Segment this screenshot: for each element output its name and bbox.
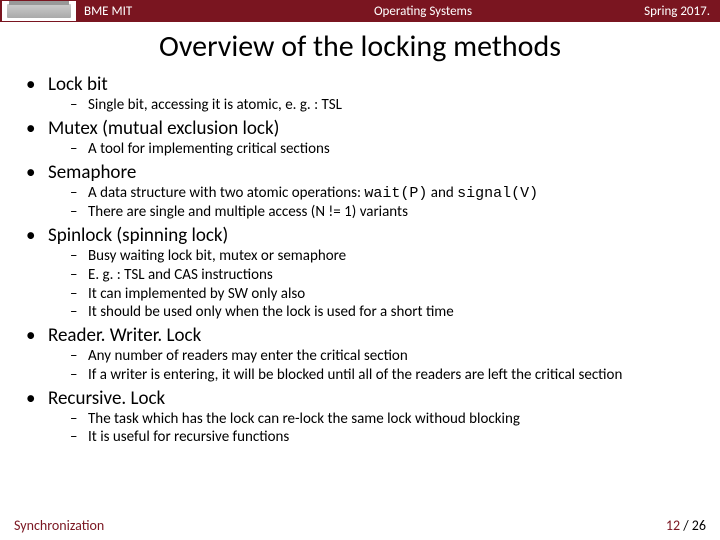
- bullet-list: Lock bitSingle bit, accessing it is atom…: [26, 73, 698, 447]
- page-current: 12: [666, 517, 680, 534]
- list-item: Reader. Writer. LockAny number of reader…: [26, 324, 698, 385]
- footer: Synchronization 12 / 26: [0, 517, 720, 534]
- page-number: 12 / 26: [666, 517, 706, 534]
- sub-list-item: E. g. : TSL and CAS instructions: [70, 266, 698, 285]
- list-item: Recursive. LockThe task which has the lo…: [26, 387, 698, 448]
- page-title: Overview of the locking methods: [0, 28, 720, 65]
- sub-list-item: Busy waiting lock bit, mutex or semaphor…: [70, 247, 698, 266]
- topbar-left: BME MIT: [76, 4, 246, 19]
- slide: BME MIT Operating Systems Spring 2017. O…: [0, 0, 720, 540]
- sub-list: The task which has the lock can re-lock …: [70, 410, 698, 448]
- sub-list: Busy waiting lock bit, mutex or semaphor…: [70, 247, 698, 322]
- topbar: BME MIT Operating Systems Spring 2017.: [0, 0, 720, 22]
- sub-list: A tool for implementing critical section…: [70, 140, 698, 159]
- sub-list-item: It is useful for recursive functions: [70, 428, 698, 447]
- sub-list-item: It can implemented by SW only also: [70, 285, 698, 304]
- list-item-label: Recursive. Lock: [48, 387, 165, 410]
- list-item: Mutex (mutual exclusion lock)A tool for …: [26, 117, 698, 159]
- list-item: Lock bitSingle bit, accessing it is atom…: [26, 73, 698, 115]
- topbar-center: Operating Systems: [246, 4, 600, 19]
- list-item-label: Mutex (mutual exclusion lock): [48, 117, 279, 140]
- list-item: Spinlock (spinning lock)Busy waiting loc…: [26, 224, 698, 322]
- footer-left: Synchronization: [14, 517, 104, 534]
- page-sep: /: [680, 517, 692, 534]
- sub-list: A data structure with two atomic operati…: [70, 184, 698, 223]
- list-item-label: Semaphore: [48, 161, 136, 184]
- sub-list: Any number of readers may enter the crit…: [70, 347, 698, 385]
- page-total: 26: [692, 517, 706, 534]
- sub-list-item: If a writer is entering, it will be bloc…: [70, 366, 698, 385]
- sub-list-item: Single bit, accessing it is atomic, e. g…: [70, 96, 698, 115]
- sub-list-item: Any number of readers may enter the crit…: [70, 347, 698, 366]
- sub-list-item: There are single and multiple access (N …: [70, 203, 698, 222]
- topbar-right: Spring 2017.: [600, 4, 720, 19]
- list-item: SemaphoreA data structure with two atomi…: [26, 161, 698, 223]
- sub-list: Single bit, accessing it is atomic, e. g…: [70, 96, 698, 115]
- logo: [2, 1, 76, 21]
- sub-list-item: A data structure with two atomic operati…: [70, 184, 698, 204]
- list-item-label: Spinlock (spinning lock): [48, 224, 228, 247]
- list-item-label: Reader. Writer. Lock: [48, 324, 201, 347]
- sub-list-item: A tool for implementing critical section…: [70, 140, 698, 159]
- sub-list-item: The task which has the lock can re-lock …: [70, 410, 698, 429]
- sub-list-item: It should be used only when the lock is …: [70, 303, 698, 322]
- list-item-label: Lock bit: [48, 73, 108, 96]
- content: Lock bitSingle bit, accessing it is atom…: [0, 65, 720, 447]
